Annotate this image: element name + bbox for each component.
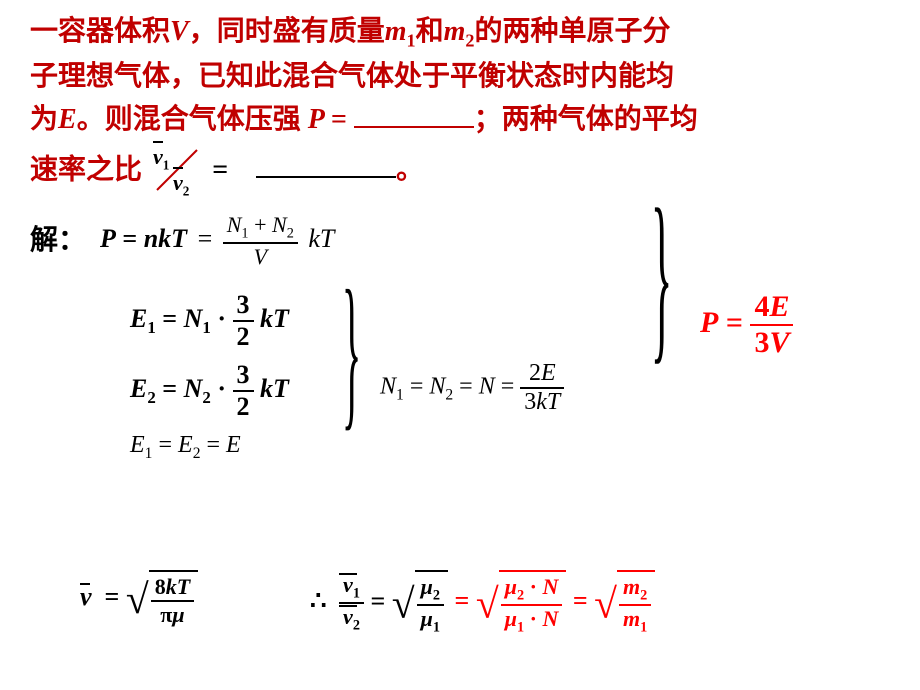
- text: ，同时盛有质量: [189, 16, 385, 47]
- text: 一容器体积: [30, 16, 170, 47]
- text: 的两种单原子分: [474, 16, 670, 47]
- eq: =: [212, 154, 235, 185]
- eq-vbar: v = √ 8kT πμ: [80, 570, 198, 628]
- var-E: E: [58, 104, 77, 135]
- brace-1: }: [342, 254, 361, 450]
- eq-P-result: P = 4E 3V: [700, 290, 793, 360]
- eq-P-nkT: P = nkT = N1 + N2 V kT: [100, 212, 334, 270]
- var-V: V: [170, 16, 189, 47]
- blank-1: [354, 100, 474, 128]
- eq-E2: E2 = N2 · 32 kT: [130, 360, 289, 422]
- text: 和: [416, 16, 444, 47]
- var-m1: m1: [385, 16, 416, 47]
- var-P: P: [308, 104, 324, 135]
- text: 速率之比: [30, 154, 142, 185]
- period: 。: [396, 154, 424, 185]
- eq-ratio-result: ∴ v1 v2 = √ μ2 μ1 = √ μ2 · N μ1 · N = √: [310, 570, 655, 637]
- text: 子理想气体，已知此混合气体处于平衡状态时内能均: [30, 61, 674, 92]
- brace-2: }: [651, 168, 673, 384]
- text: 为: [30, 104, 58, 135]
- eq-E1: E1 = N1 · 32 kT: [130, 290, 289, 352]
- ratio-v1-v2: v1 v2: [149, 142, 205, 202]
- var-m2: m2: [444, 16, 475, 47]
- text: ；两种气体的平均: [474, 104, 698, 135]
- eq: =: [324, 104, 354, 135]
- problem-statement: 一容器体积V，同时盛有质量m1和m2的两种单原子分 子理想气体，已知此混合气体处…: [30, 10, 890, 202]
- text: 。则混合气体压强: [77, 104, 308, 135]
- solution-label: 解：: [30, 218, 86, 258]
- eq-E-equal: E1 = E2 = E: [130, 432, 241, 463]
- blank-2: [256, 150, 396, 178]
- eq-N: N1 = N2 = N = 2E 3kT: [380, 360, 564, 416]
